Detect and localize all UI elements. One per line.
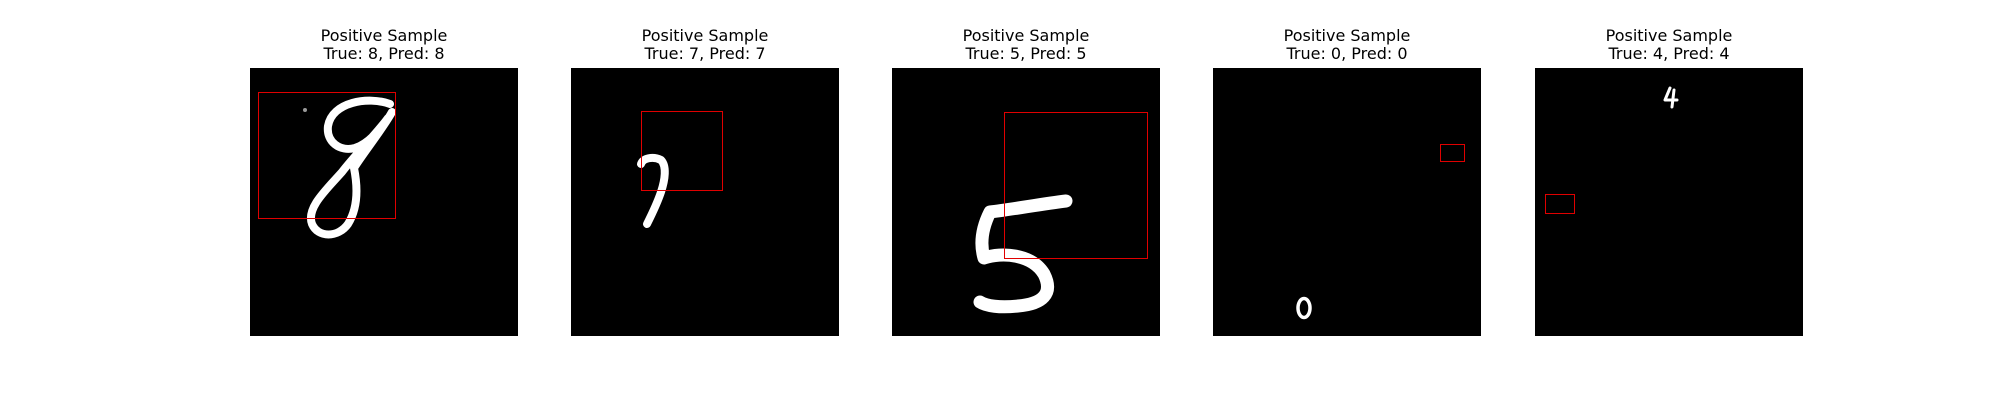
detection-box: [1004, 112, 1148, 259]
panel-subtitle: True: 7, Pred: 7: [644, 44, 766, 63]
panel-title: Positive Sample: [320, 26, 448, 45]
panel-title: Positive Sample: [1605, 26, 1733, 45]
sample-panel-1: Positive Sample True: 8, Pred: 8: [250, 26, 518, 336]
panel-subtitle: True: 5, Pred: 5: [965, 44, 1087, 63]
detection-box: [641, 111, 723, 191]
sample-image: [250, 68, 518, 336]
digit-4-glyph: [1663, 86, 1679, 109]
panel-title: Positive Sample: [962, 26, 1090, 45]
sample-image: [1213, 68, 1481, 336]
digit-0-glyph: [1296, 296, 1312, 320]
digit-5-glyph: [973, 194, 1073, 314]
panel-subtitle: True: 0, Pred: 0: [1286, 44, 1408, 63]
digit-7-glyph: [637, 153, 669, 228]
panel-title: Positive Sample: [641, 26, 769, 45]
digit-8-glyph: [303, 96, 396, 239]
panel-subtitle: True: 4, Pred: 4: [1608, 44, 1730, 63]
panel-title: Positive Sample: [1283, 26, 1411, 45]
detection-box: [1545, 194, 1575, 214]
sample-image: [1535, 68, 1803, 336]
sample-panel-5: Positive Sample True: 4, Pred: 4: [1535, 26, 1803, 336]
panel-subtitle: True: 8, Pred: 8: [323, 44, 445, 63]
sample-image: [892, 68, 1160, 336]
sample-image: [571, 68, 839, 336]
detection-box: [1440, 144, 1465, 162]
sample-panel-3: Positive Sample True: 5, Pred: 5: [892, 26, 1160, 336]
sample-panel-4: Positive Sample True: 0, Pred: 0: [1213, 26, 1481, 336]
sample-panel-2: Positive Sample True: 7, Pred: 7: [571, 26, 839, 336]
detection-box: [258, 92, 396, 219]
